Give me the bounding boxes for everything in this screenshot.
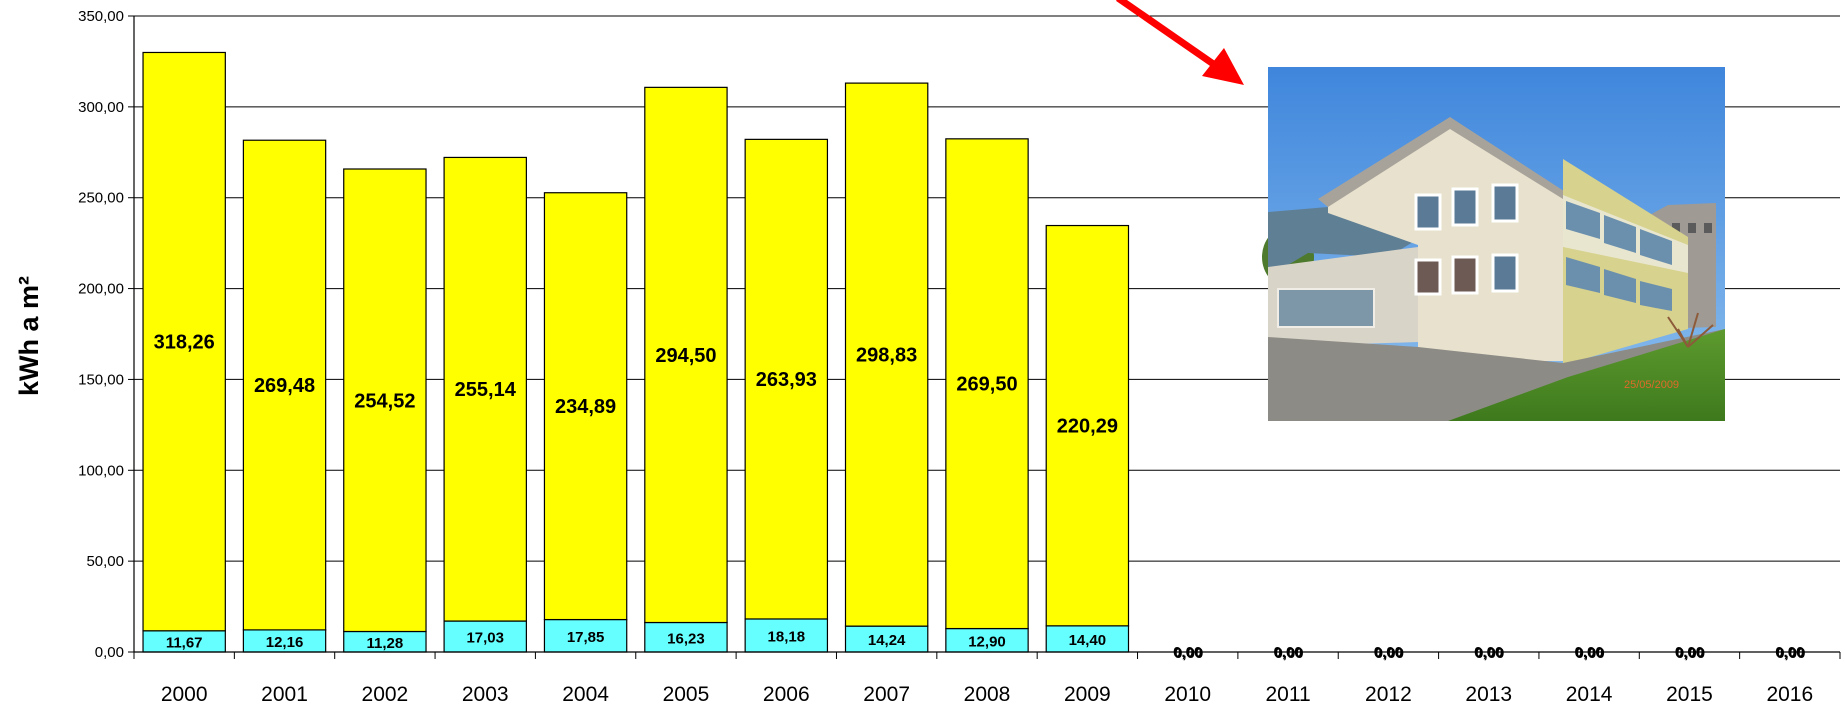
photo-date-stamp: 25/05/2009 (1624, 379, 1679, 391)
data-label-lower: 16,23 (667, 630, 705, 647)
data-label-lower: 12,90 (968, 633, 1006, 650)
y-tick-label: 0,00 (95, 644, 124, 661)
data-label-lower: 14,40 (1069, 632, 1107, 649)
data-labels: 11,67 318,26 12,16 269,48 11,28 254,52 17,03 25… (154, 332, 1806, 662)
data-label-upper: 294,50 (655, 345, 716, 367)
y-tick-label: 250,00 (78, 190, 124, 207)
x-tick-label: 2008 (964, 683, 1011, 706)
data-label-upper: 0,00 (1274, 645, 1303, 662)
data-label-upper: 220,29 (1057, 416, 1118, 438)
data-label-upper: 0,00 (1776, 645, 1805, 662)
bar-segment-upper (443, 156, 527, 622)
data-label-upper: 0,00 (1174, 645, 1203, 662)
y-tick-label: 100,00 (78, 462, 124, 479)
x-tick-label: 2016 (1766, 683, 1813, 706)
data-label-lower: 0,00 (1675, 644, 1704, 661)
x-tick-label: 2000 (161, 683, 208, 706)
y-tick-label: 300,00 (78, 99, 124, 116)
data-label-lower: 14,24 (868, 632, 906, 649)
data-label-upper: 0,00 (1576, 645, 1605, 662)
data-label-upper: 0,00 (1475, 645, 1504, 662)
bar-segment-lower (644, 621, 728, 653)
x-tick-label: 2015 (1666, 683, 1713, 706)
x-tick-label: 2010 (1164, 683, 1211, 706)
data-label-lower: 11,28 (367, 635, 404, 652)
bar-segment-upper (844, 82, 929, 627)
building-photo: 25/05/2009 (1262, 67, 1725, 421)
data-label-lower: 0,00 (1273, 644, 1302, 661)
x-tick-label: 2007 (863, 683, 910, 706)
data-label-upper: 0,00 (1676, 645, 1705, 662)
x-tick-label: 2002 (362, 683, 409, 706)
bar-segment-upper (142, 51, 226, 632)
x-tick-label: 2014 (1566, 683, 1613, 706)
data-label-lower: 0,00 (1173, 644, 1202, 661)
bar-segment-lower (844, 625, 929, 653)
y-tick-label: 150,00 (78, 371, 124, 388)
data-label-upper: 255,14 (455, 379, 517, 401)
x-tick-label: 2009 (1064, 683, 1111, 706)
data-label-lower: 17,85 (567, 629, 605, 646)
bar-segment-upper (644, 86, 728, 624)
data-label-lower: 0,00 (1374, 644, 1403, 661)
data-label-lower: 18,18 (768, 628, 806, 645)
bar-segment-upper (945, 138, 1029, 630)
x-tick-label: 2011 (1265, 683, 1310, 706)
bar-segment-upper (543, 192, 628, 621)
y-tick-label: 200,00 (78, 281, 124, 298)
data-label-upper: 234,89 (555, 396, 616, 418)
x-axis-ticks: 2000 2001 2002 2003 2004 2005 2006 2007 2008 2009… (133, 652, 1841, 706)
data-label-upper: 318,26 (154, 332, 215, 354)
bar-segment-upper (242, 139, 327, 631)
x-tick-label: 2005 (663, 683, 710, 706)
bar-segment-upper (1045, 224, 1130, 627)
x-tick-label: 2006 (763, 683, 810, 706)
data-label-lower: 0,00 (1775, 644, 1804, 661)
data-label-lower: 11,67 (166, 634, 203, 651)
y-tick-label: 50,00 (86, 553, 124, 570)
x-tick-label: 2004 (562, 683, 609, 706)
bar-segment-lower (744, 618, 829, 653)
bars (142, 51, 1130, 653)
x-tick-label: 2013 (1465, 683, 1512, 706)
x-tick-label: 2012 (1365, 683, 1412, 706)
data-label-lower: 0,00 (1575, 644, 1604, 661)
red-arrow-icon (1116, 0, 1244, 85)
bar-segment-upper (744, 138, 829, 620)
x-tick-label: 2003 (462, 683, 509, 706)
data-label-upper: 0,00 (1375, 645, 1404, 662)
data-label-upper: 269,48 (254, 375, 315, 397)
data-label-lower: 12,16 (266, 634, 304, 651)
data-label-upper: 263,93 (756, 369, 817, 391)
y-axis-title: kWh a m² (14, 276, 44, 396)
data-label-upper: 254,52 (354, 390, 415, 412)
y-axis-ticks: 0,00 50,00 100,00 150,00 200,00 250,00 300,00 3… (78, 8, 134, 661)
data-label-lower: 17,03 (466, 630, 504, 647)
data-label-upper: 298,83 (856, 345, 917, 367)
data-label-lower: 0,00 (1474, 644, 1503, 661)
axes (133, 16, 1840, 653)
bar-segment-upper (343, 168, 427, 633)
x-tick-label: 2001 (261, 683, 308, 706)
y-tick-label: 350,00 (78, 8, 124, 25)
data-label-upper: 269,50 (956, 374, 1017, 396)
